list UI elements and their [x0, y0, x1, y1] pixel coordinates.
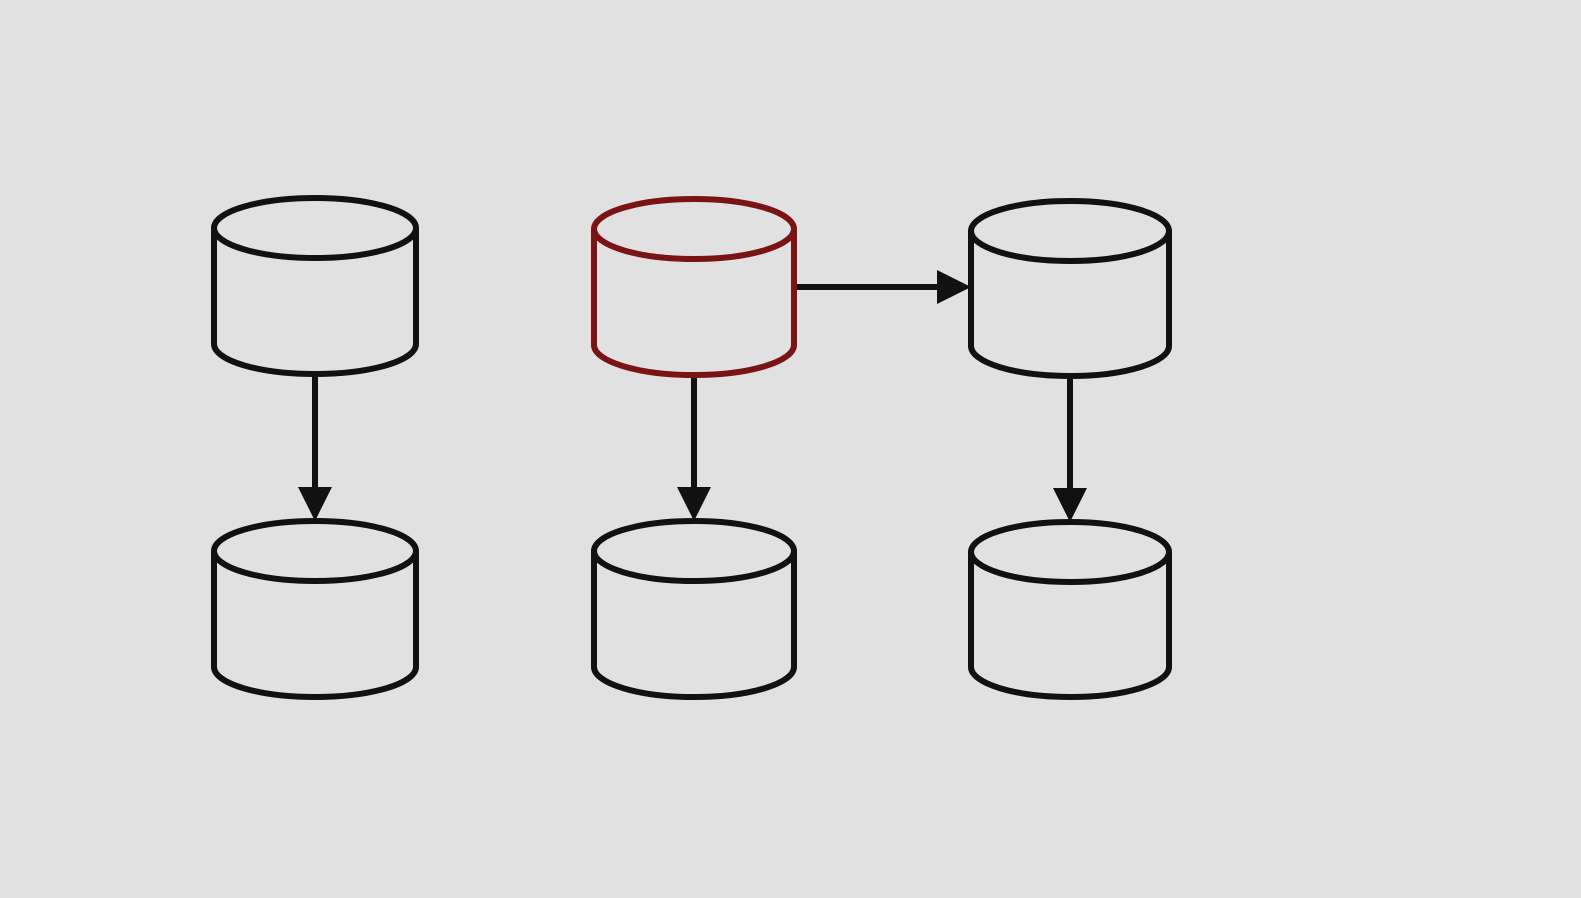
db-middle-bottom-cylinder — [591, 518, 797, 700]
cylinder-body — [968, 231, 1172, 379]
edge-db-left-top-to-db-left-bottom — [298, 374, 332, 521]
edge-db-middle-top-to-db-middle-bottom — [677, 375, 711, 521]
db-right-top-cylinder — [968, 198, 1172, 379]
cylinder-lid — [968, 198, 1172, 264]
cylinder-lid — [211, 518, 419, 584]
db-middle-top-cylinder — [591, 196, 797, 378]
edges-layer — [298, 270, 1087, 522]
cylinder-body — [591, 229, 797, 378]
arrowhead — [1053, 488, 1087, 522]
cylinder-body — [211, 551, 419, 700]
cylinder-lid — [591, 518, 797, 584]
cylinder-body — [968, 552, 1172, 700]
arrowhead — [677, 487, 711, 521]
cylinder-lid — [591, 196, 797, 262]
db-right-bottom-cylinder — [968, 519, 1172, 700]
arrowhead — [298, 487, 332, 521]
nodes-layer — [211, 195, 1172, 700]
cylinder-lid — [211, 195, 419, 261]
arrowhead — [937, 270, 971, 304]
edge-db-right-top-to-db-right-bottom — [1053, 376, 1087, 522]
edge-db-middle-top-to-db-right-top — [794, 270, 971, 304]
db-left-bottom-cylinder — [211, 518, 419, 700]
db-left-top-cylinder — [211, 195, 419, 377]
cylinder-body — [591, 551, 797, 700]
cylinder-body — [211, 228, 419, 377]
cylinder-lid — [968, 519, 1172, 585]
